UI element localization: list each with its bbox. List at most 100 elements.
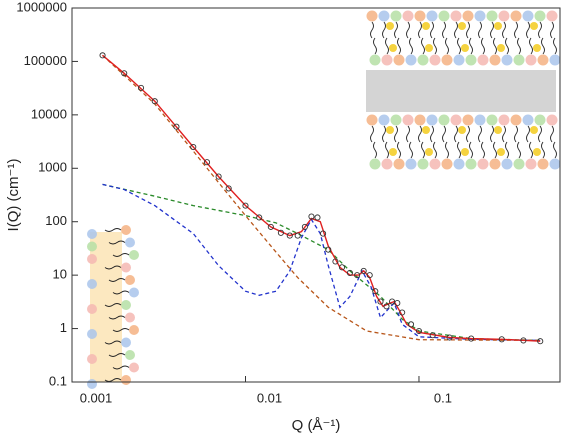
lipid-tail (550, 125, 554, 143)
lipid-head (429, 158, 441, 170)
data-point (203, 159, 211, 166)
component-line (102, 183, 541, 342)
lipid-head (125, 237, 135, 248)
lipid-tail (430, 21, 434, 39)
cholesterol (497, 148, 505, 156)
cholesterol (386, 22, 394, 30)
lipid-head (474, 114, 486, 126)
data-point (520, 337, 527, 344)
lipid-head (87, 229, 97, 239)
lipid-head (125, 350, 135, 360)
lipid-tail (112, 290, 130, 295)
data-point (225, 185, 232, 192)
lipid-head (462, 10, 474, 22)
lipid-head (381, 54, 393, 66)
cholesterol (530, 22, 538, 30)
lipid-head (510, 10, 522, 22)
data-point (320, 230, 327, 237)
lipid-tail (454, 21, 458, 39)
x-tick-label: 0.1 (434, 390, 452, 405)
data-point (372, 288, 379, 295)
lipid-head (501, 54, 513, 66)
lipid-tail (104, 265, 122, 270)
lipid-tail (469, 141, 473, 159)
lipid-head (441, 54, 453, 66)
data-point (377, 298, 384, 305)
lipid-head (450, 10, 462, 22)
cholesterol (422, 22, 430, 30)
lipid-tail (373, 141, 377, 159)
data-point (399, 309, 406, 316)
cholesterol (461, 44, 469, 52)
lipid-head (549, 158, 561, 170)
lipid-tail (469, 37, 473, 55)
lipid-tail (553, 141, 557, 159)
lipid-head (513, 158, 525, 170)
lipid-head (87, 379, 97, 389)
lipid-tail (517, 37, 521, 55)
lipid-tail (421, 141, 425, 159)
data-point (338, 264, 346, 271)
lipid-head (465, 158, 477, 170)
data-point (468, 335, 475, 342)
lipid-tail (550, 21, 554, 39)
plot-frame (71, 7, 561, 383)
lipid-head (417, 54, 429, 66)
lipid-tail (466, 125, 470, 143)
lipid-tail (457, 141, 461, 159)
lipid-head (429, 54, 441, 66)
illustrations (87, 8, 561, 389)
data-point (394, 300, 401, 307)
cholesterol (530, 126, 538, 134)
lipid-tail (502, 125, 506, 143)
lipid-head (465, 54, 477, 66)
lipid-head (414, 114, 426, 126)
y-tick-label: 1 (60, 320, 67, 335)
lipid-tail (481, 141, 485, 159)
data-point (190, 143, 197, 151)
lipid-head (474, 10, 486, 22)
lipid-tail (478, 125, 482, 143)
lipid-head (498, 10, 510, 22)
lipid-tail (394, 125, 398, 143)
lipid-head (546, 114, 558, 126)
data-point (415, 327, 423, 335)
cholesterol (497, 44, 505, 52)
lipid-head (486, 114, 498, 126)
lipid-head (390, 10, 402, 22)
cholesterol (389, 44, 397, 52)
lipid-head (453, 54, 465, 66)
lipid-tail (466, 21, 470, 39)
lipid-tail (442, 21, 446, 39)
lipid-tail (382, 125, 386, 143)
lipid-tail (104, 228, 122, 232)
data-point (332, 258, 339, 265)
lipid-head (121, 337, 131, 348)
cholesterol (458, 126, 466, 134)
lipid-head (402, 10, 414, 22)
lipid-tail (112, 253, 130, 257)
cholesterol (389, 148, 397, 156)
cholesterol (425, 148, 433, 156)
data-point (407, 321, 415, 328)
lipid-head (121, 225, 131, 235)
cholesterol (422, 126, 430, 134)
cholesterol (425, 44, 433, 52)
lipid-head (129, 325, 139, 335)
lipid-head (369, 158, 381, 170)
data-point (215, 173, 222, 180)
lipid-head (546, 10, 558, 22)
lipid-tail (517, 141, 521, 159)
lipid-head (87, 279, 97, 289)
data-point (267, 223, 274, 230)
y-tick-label: 1000000 (16, 0, 67, 14)
cholesterol (461, 148, 469, 156)
cholesterol (533, 148, 541, 156)
cholesterol (494, 22, 502, 30)
lipid-head (405, 54, 417, 66)
data-point (325, 246, 332, 253)
lipid-tail (514, 125, 518, 143)
lipid-tail (433, 141, 437, 159)
data-point (256, 214, 263, 221)
